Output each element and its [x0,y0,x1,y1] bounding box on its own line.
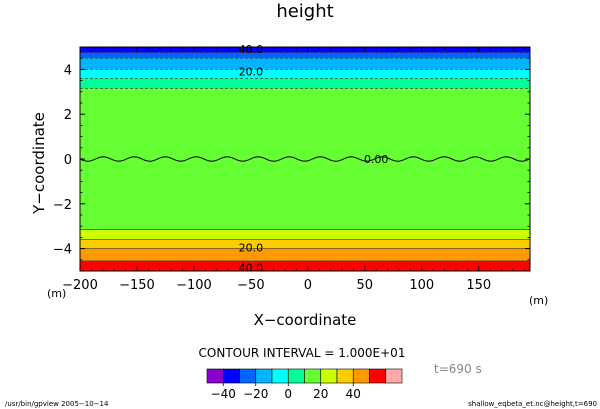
contour-band-3 [80,229,530,240]
contour-band-8 [80,52,530,59]
x-tick-label-5: 50 [357,278,374,293]
colorbar-cell-0 [206,368,224,384]
colorbar-cell-6 [304,368,322,384]
colorbar-cell-2 [239,368,257,384]
colorbar-cell-10 [369,368,387,384]
x-tick-label-4: 0 [304,278,312,293]
contour-band-6 [80,69,530,79]
colorbar-cell-1 [222,368,240,384]
footer-right: shallow_eqbeta_et.nc@height,t=690 [468,400,597,408]
contour-band-7 [80,58,530,70]
colorbar-cell-8 [336,368,354,384]
y-axis-ticks: −4 −2 0 2 4 [53,57,530,261]
colorbar-cell-11 [385,368,403,384]
colorbar-cell-4 [271,368,289,384]
contour-band-1 [80,248,530,261]
contour-label-2: 0.00 [364,153,389,166]
x-tick-label-1: −150 [119,278,155,293]
y-tick-label-0: −4 [53,243,72,258]
colorbar-label-3: 20 [313,387,328,401]
x-tick-label-3: −50 [237,278,264,293]
y-axis-label: Y−coordinate [30,112,48,215]
colorbar [206,368,403,384]
y-tick-label-3: 2 [64,108,72,123]
contour-fill [80,47,530,271]
x-tick-label-7: 150 [466,278,491,293]
colorbar-label-2: 0 [284,387,292,401]
colorbar-label-1: −20 [243,387,268,401]
contour-band-0 [80,260,530,271]
colorbar-cell-5 [287,368,305,384]
colorbar-cell-9 [352,368,370,384]
y-unit-label: (m) [529,294,548,307]
contour-band-5 [80,78,530,89]
colorbar-labels: −40 −20 0 20 40 [211,383,361,401]
x-tick-label-0: −200 [62,278,98,293]
y-tick-label-1: −2 [53,198,72,213]
contour-label-3: 20.0 [239,241,264,254]
colorbar-label-4: 40 [346,387,361,401]
x-axis-label: X−coordinate [254,311,357,329]
colorbar-label-0: −40 [211,387,236,401]
contour-band-4 [80,88,530,230]
contour-band-2 [80,239,530,249]
x-tick-label-2: −100 [176,278,212,293]
colorbar-cell-3 [255,368,273,384]
contour-interval: CONTOUR INTERVAL = 1.000E+01 [199,346,406,360]
x-unit-label: (m) [47,287,66,300]
colorbar-cell-7 [320,368,338,384]
time-label: t=690 s [434,362,482,376]
contour-lines [79,52,531,262]
x-axis-ticks: −200 −150 −100 −50 0 50 100 150 [62,47,525,293]
y-tick-label-2: 0 [64,153,72,168]
x-tick-label-6: 100 [409,278,434,293]
zero-contour [79,156,531,162]
y-tick-label-4: 4 [64,63,72,78]
contour-band-9 [80,47,530,53]
contour-label-1: 20.0 [239,66,264,79]
chart-title: height [276,1,333,22]
footer-left: /usr/bin/gpview 2005−10−14 [5,400,109,408]
